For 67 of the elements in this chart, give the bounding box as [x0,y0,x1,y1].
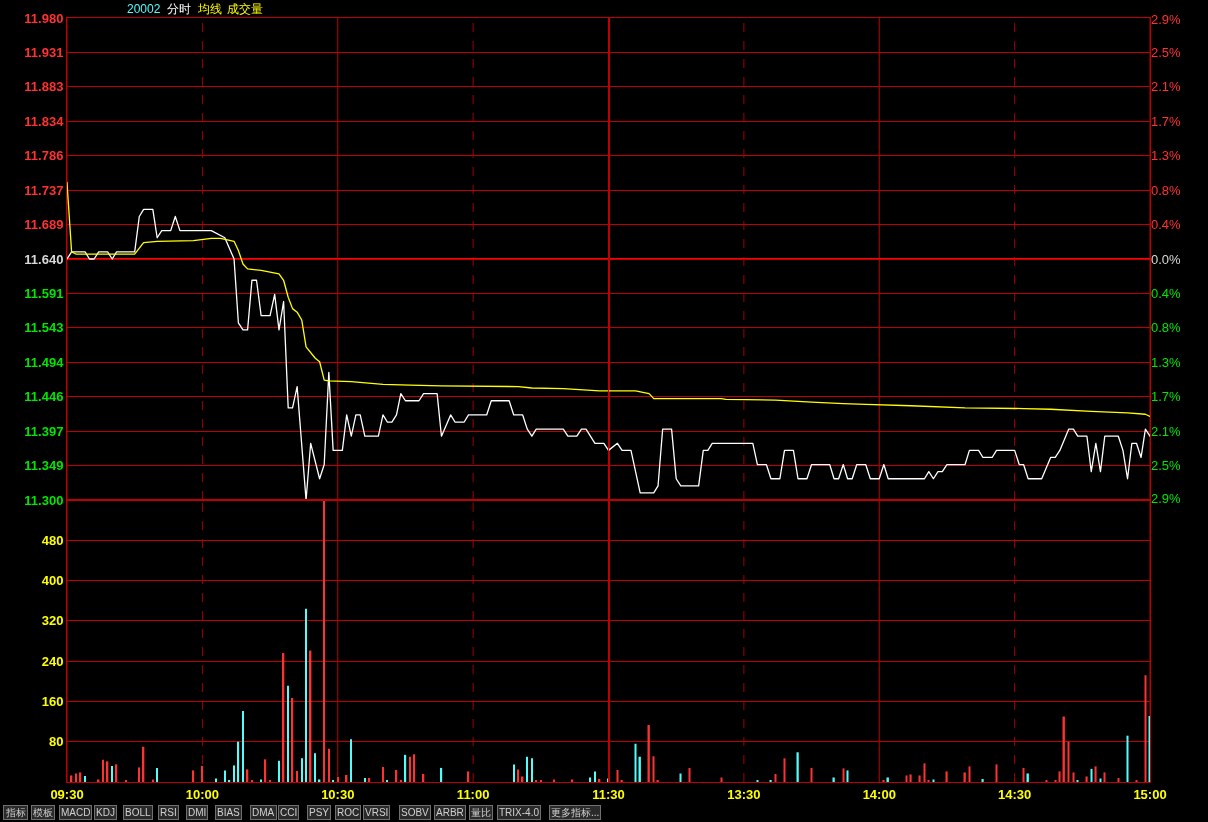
text: 成交量 [227,2,263,16]
text: RSI [160,807,177,818]
y-tick-label: 240 [41,653,64,669]
y-tick-label: 11.931 [24,45,64,61]
y-tick-label: 11.980 [24,10,64,26]
text: 1.3% [1151,354,1181,370]
text: 0.4% [1151,216,1181,232]
x-tick-label: 10:30 [321,786,355,802]
y-tick-label: 11.640 [24,251,64,267]
text: 1.7% [1151,389,1181,405]
text: 0.8% [1151,183,1181,199]
x-tick-label: 09:30 [50,786,84,802]
text: 0.4% [1151,286,1181,302]
x-tick-label: 13:30 [727,786,761,802]
chart-title: 20002 [127,2,161,16]
y-tick-label: 11.543 [24,320,64,336]
y-tick-label: 320 [41,613,64,629]
text: ROC [337,807,360,818]
y-tick-label: 11.737 [24,182,64,198]
y-tick-label: 11.494 [24,355,65,371]
text: DMI [188,807,207,818]
x-tick-label: 11:30 [592,786,625,802]
y-tick-label: 160 [41,693,64,709]
text: 1.7% [1151,113,1181,129]
text: 更多指标... [551,807,600,818]
x-tick-label: 14:00 [862,786,896,802]
text: KDJ [96,807,115,818]
text: 0.8% [1151,320,1181,336]
x-tick-label: 11:00 [456,786,490,802]
text: 0.0% [1151,251,1181,267]
text: 量比 [471,807,491,818]
text: CCI [280,807,298,818]
text: SOBV [401,807,430,818]
text: PSY [309,807,330,818]
y-tick-label: 480 [41,532,64,548]
text: 2.5% [1151,457,1181,473]
text: 均线 [197,2,222,16]
text: 分时 [167,2,191,16]
text: 2.9% [1151,490,1181,506]
text: 2.9% [1151,12,1181,28]
text: DMA [252,807,275,818]
text: 2.5% [1151,45,1181,61]
text: 2.1% [1151,79,1181,95]
y-tick-label: 11.349 [24,457,64,473]
y-tick-label: 11.786 [24,148,64,164]
text: BOLL [125,807,152,818]
text: TRIX-4.0 [499,807,540,818]
x-tick-label: 10:00 [185,786,220,802]
text: BIAS [217,807,241,818]
y-tick-label: 11.397 [24,423,64,439]
y-tick-label: 11.883 [24,79,64,95]
text: 模板 [33,807,53,818]
y-tick-label: 11.446 [24,389,64,405]
text: 1.3% [1151,148,1181,164]
y-tick-label: 11.300 [24,492,64,508]
text: ARBR [436,807,464,818]
x-tick-label: 15:00 [1133,786,1167,802]
y-tick-label: 80 [48,734,64,750]
y-tick-label: 11.591 [24,286,64,302]
y-tick-label: 11.834 [24,114,65,130]
y-tick-label: 11.689 [24,216,64,232]
text: MACD [61,807,91,818]
text: VRSI [365,807,389,818]
text: 2.1% [1151,424,1181,440]
x-tick-label: 14:30 [998,786,1032,802]
text: 指标 [5,807,26,818]
y-tick-label: 400 [41,573,64,589]
